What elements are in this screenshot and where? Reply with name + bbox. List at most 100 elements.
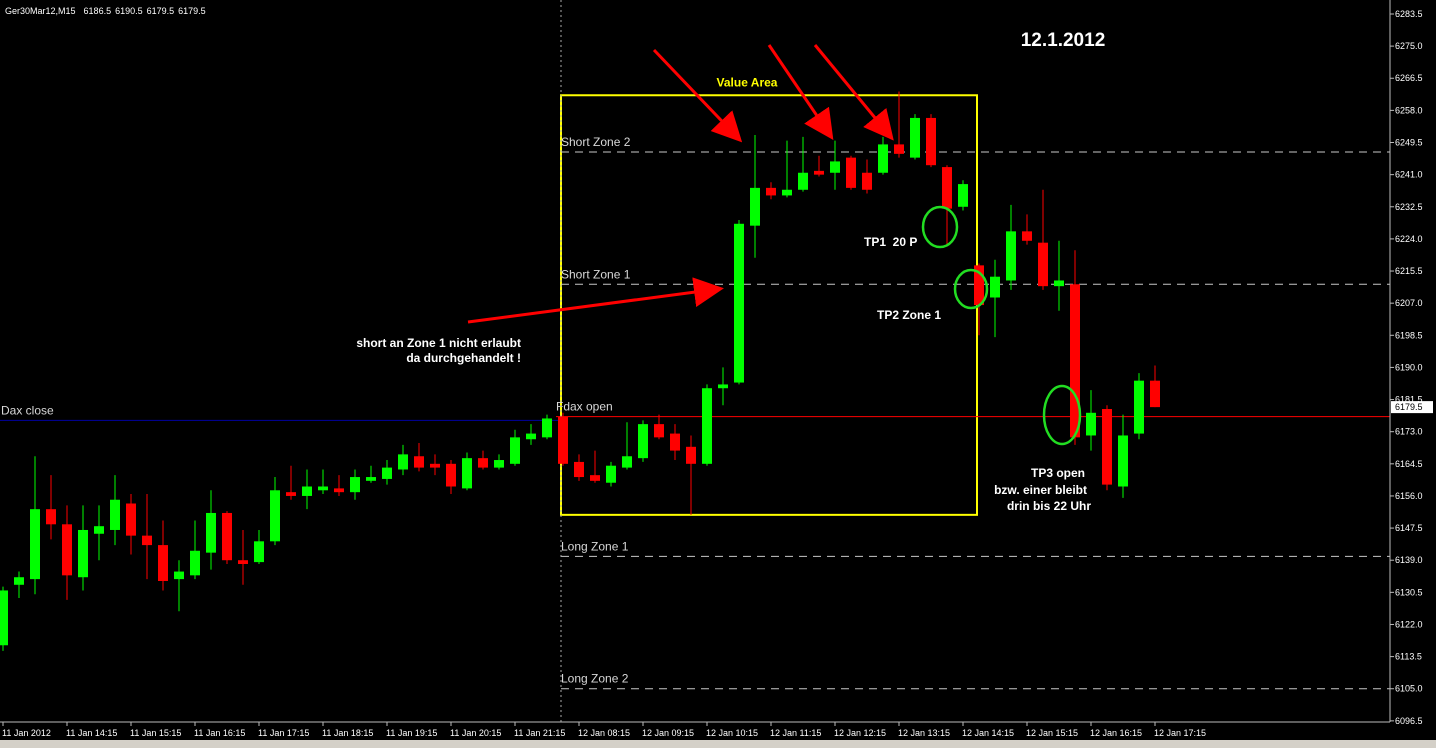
plot-layer: Short Zone 2 Short Zone 1 Long Zone 1 Long … (0, 94, 1390, 690)
y-tick-label: 6181.5 (1395, 395, 1423, 405)
candle-body (734, 223, 744, 383)
candle-body (1118, 435, 1128, 487)
price-tag-label: 6179.5 (1395, 402, 1423, 412)
y-tick-label: 6173.0 (1395, 427, 1423, 437)
date-annotation: 12.1.2012 (1021, 30, 1106, 51)
candle-body (1022, 231, 1032, 241)
candle-body (782, 189, 792, 196)
candle-body (494, 460, 504, 468)
candle-body (702, 388, 712, 464)
candle-body (590, 475, 600, 481)
candle-body (222, 512, 232, 561)
y-tick-label: 6190.0 (1395, 362, 1423, 372)
candle-body (126, 503, 136, 536)
y-tick-label: 6198.5 (1395, 330, 1423, 340)
candle-body (990, 276, 1000, 298)
annotation: TP2 Zone 1 (877, 308, 941, 322)
candle-body (78, 529, 88, 578)
y-tick-label: 6224.0 (1395, 234, 1423, 244)
candle-body (830, 161, 840, 173)
y-tick-label: 6241.0 (1395, 170, 1423, 180)
candle-body (1150, 380, 1160, 408)
candle-body (1038, 242, 1048, 287)
header-close: 6179.5 (178, 6, 206, 16)
candle-body (766, 187, 776, 196)
candle-body (606, 465, 616, 483)
arrow (767, 44, 834, 140)
candle-body (798, 172, 808, 190)
tab-strip (0, 740, 1436, 748)
candle-body (110, 499, 120, 530)
candle-body (302, 486, 312, 496)
annotation: bzw. einer bleibt (994, 483, 1087, 497)
candle-body (878, 144, 888, 173)
candle-body (542, 418, 552, 438)
header-open: 6186.5 (84, 6, 112, 16)
annotation: short an Zone 1 nicht erlaubt (356, 336, 521, 350)
header-high: 6190.5 (115, 6, 143, 16)
level-label: Long Zone 2 (561, 672, 629, 686)
candle-body (974, 265, 984, 306)
candle-body (30, 509, 40, 580)
candle-body (366, 477, 376, 481)
candle-body (318, 486, 328, 491)
candle-body (158, 545, 168, 582)
candle-body (958, 184, 968, 207)
arrow (813, 44, 894, 141)
level-label: Short Zone 2 (561, 135, 631, 149)
x-tick-label: 12 Jan 12:15 (834, 728, 886, 738)
x-tick-label: 11 Jan 15:15 (130, 728, 181, 738)
y-tick-label: 6207.0 (1395, 298, 1423, 308)
y-tick-label: 6130.5 (1395, 587, 1423, 597)
candle-body (94, 526, 104, 534)
x-tick-label: 12 Jan 08:15 (578, 728, 630, 738)
candle-body (238, 560, 248, 564)
candle-body (1070, 284, 1080, 438)
candle-body (398, 454, 408, 470)
y-tick-label: 6258.0 (1395, 105, 1423, 115)
x-tick-label: 11 Jan 21:15 (514, 728, 565, 738)
x-tick-label: 12 Jan 09:15 (642, 728, 694, 738)
y-tick-label: 6232.5 (1395, 202, 1423, 212)
annotation: drin bis 22 Uhr (1007, 499, 1091, 513)
candle-body (414, 456, 424, 468)
y-tick-label: 6275.0 (1395, 41, 1423, 51)
candle-body (334, 488, 344, 493)
candle-body (430, 463, 440, 468)
x-tick-label: 12 Jan 17:15 (1154, 728, 1206, 738)
candle-body (478, 458, 488, 468)
candle-body (942, 167, 952, 209)
level-label: Short Zone 1 (561, 267, 631, 281)
y-tick-label: 6122.0 (1395, 619, 1423, 629)
candle-body (654, 424, 664, 438)
candle-body (926, 117, 936, 166)
candle-body (142, 535, 152, 546)
candle-body (174, 571, 184, 580)
y-tick-label: 6283.5 (1395, 9, 1423, 19)
y-tick-label: 6096.5 (1395, 716, 1423, 726)
y-tick-label: 6266.5 (1395, 73, 1423, 83)
y-tick-label: 6156.0 (1395, 491, 1423, 501)
candle-body (286, 492, 296, 496)
y-tick-label: 6113.5 (1395, 652, 1422, 662)
candle-body (750, 187, 760, 226)
y-tick-label: 6164.5 (1395, 459, 1423, 469)
level-label: Fdax open (556, 400, 613, 414)
candle-body (14, 577, 24, 585)
symbol-title: Ger30Mar12,M15 (5, 6, 76, 16)
candle-body (206, 512, 216, 553)
candle-body (62, 524, 72, 576)
candle-body (574, 461, 584, 478)
candle-body (190, 550, 200, 576)
arrow (652, 48, 743, 143)
arrow (467, 277, 724, 324)
level-label: Long Zone 1 (561, 539, 629, 553)
candle-body (254, 541, 264, 563)
candle-body (270, 490, 280, 542)
y-tick-label: 6139.0 (1395, 555, 1423, 565)
x-tick-label: 11 Jan 16:15 (194, 728, 245, 738)
candle-body (350, 477, 360, 493)
candle-body (846, 157, 856, 188)
arrows (467, 44, 894, 324)
annotation: da durchgehandelt ! (406, 351, 521, 365)
